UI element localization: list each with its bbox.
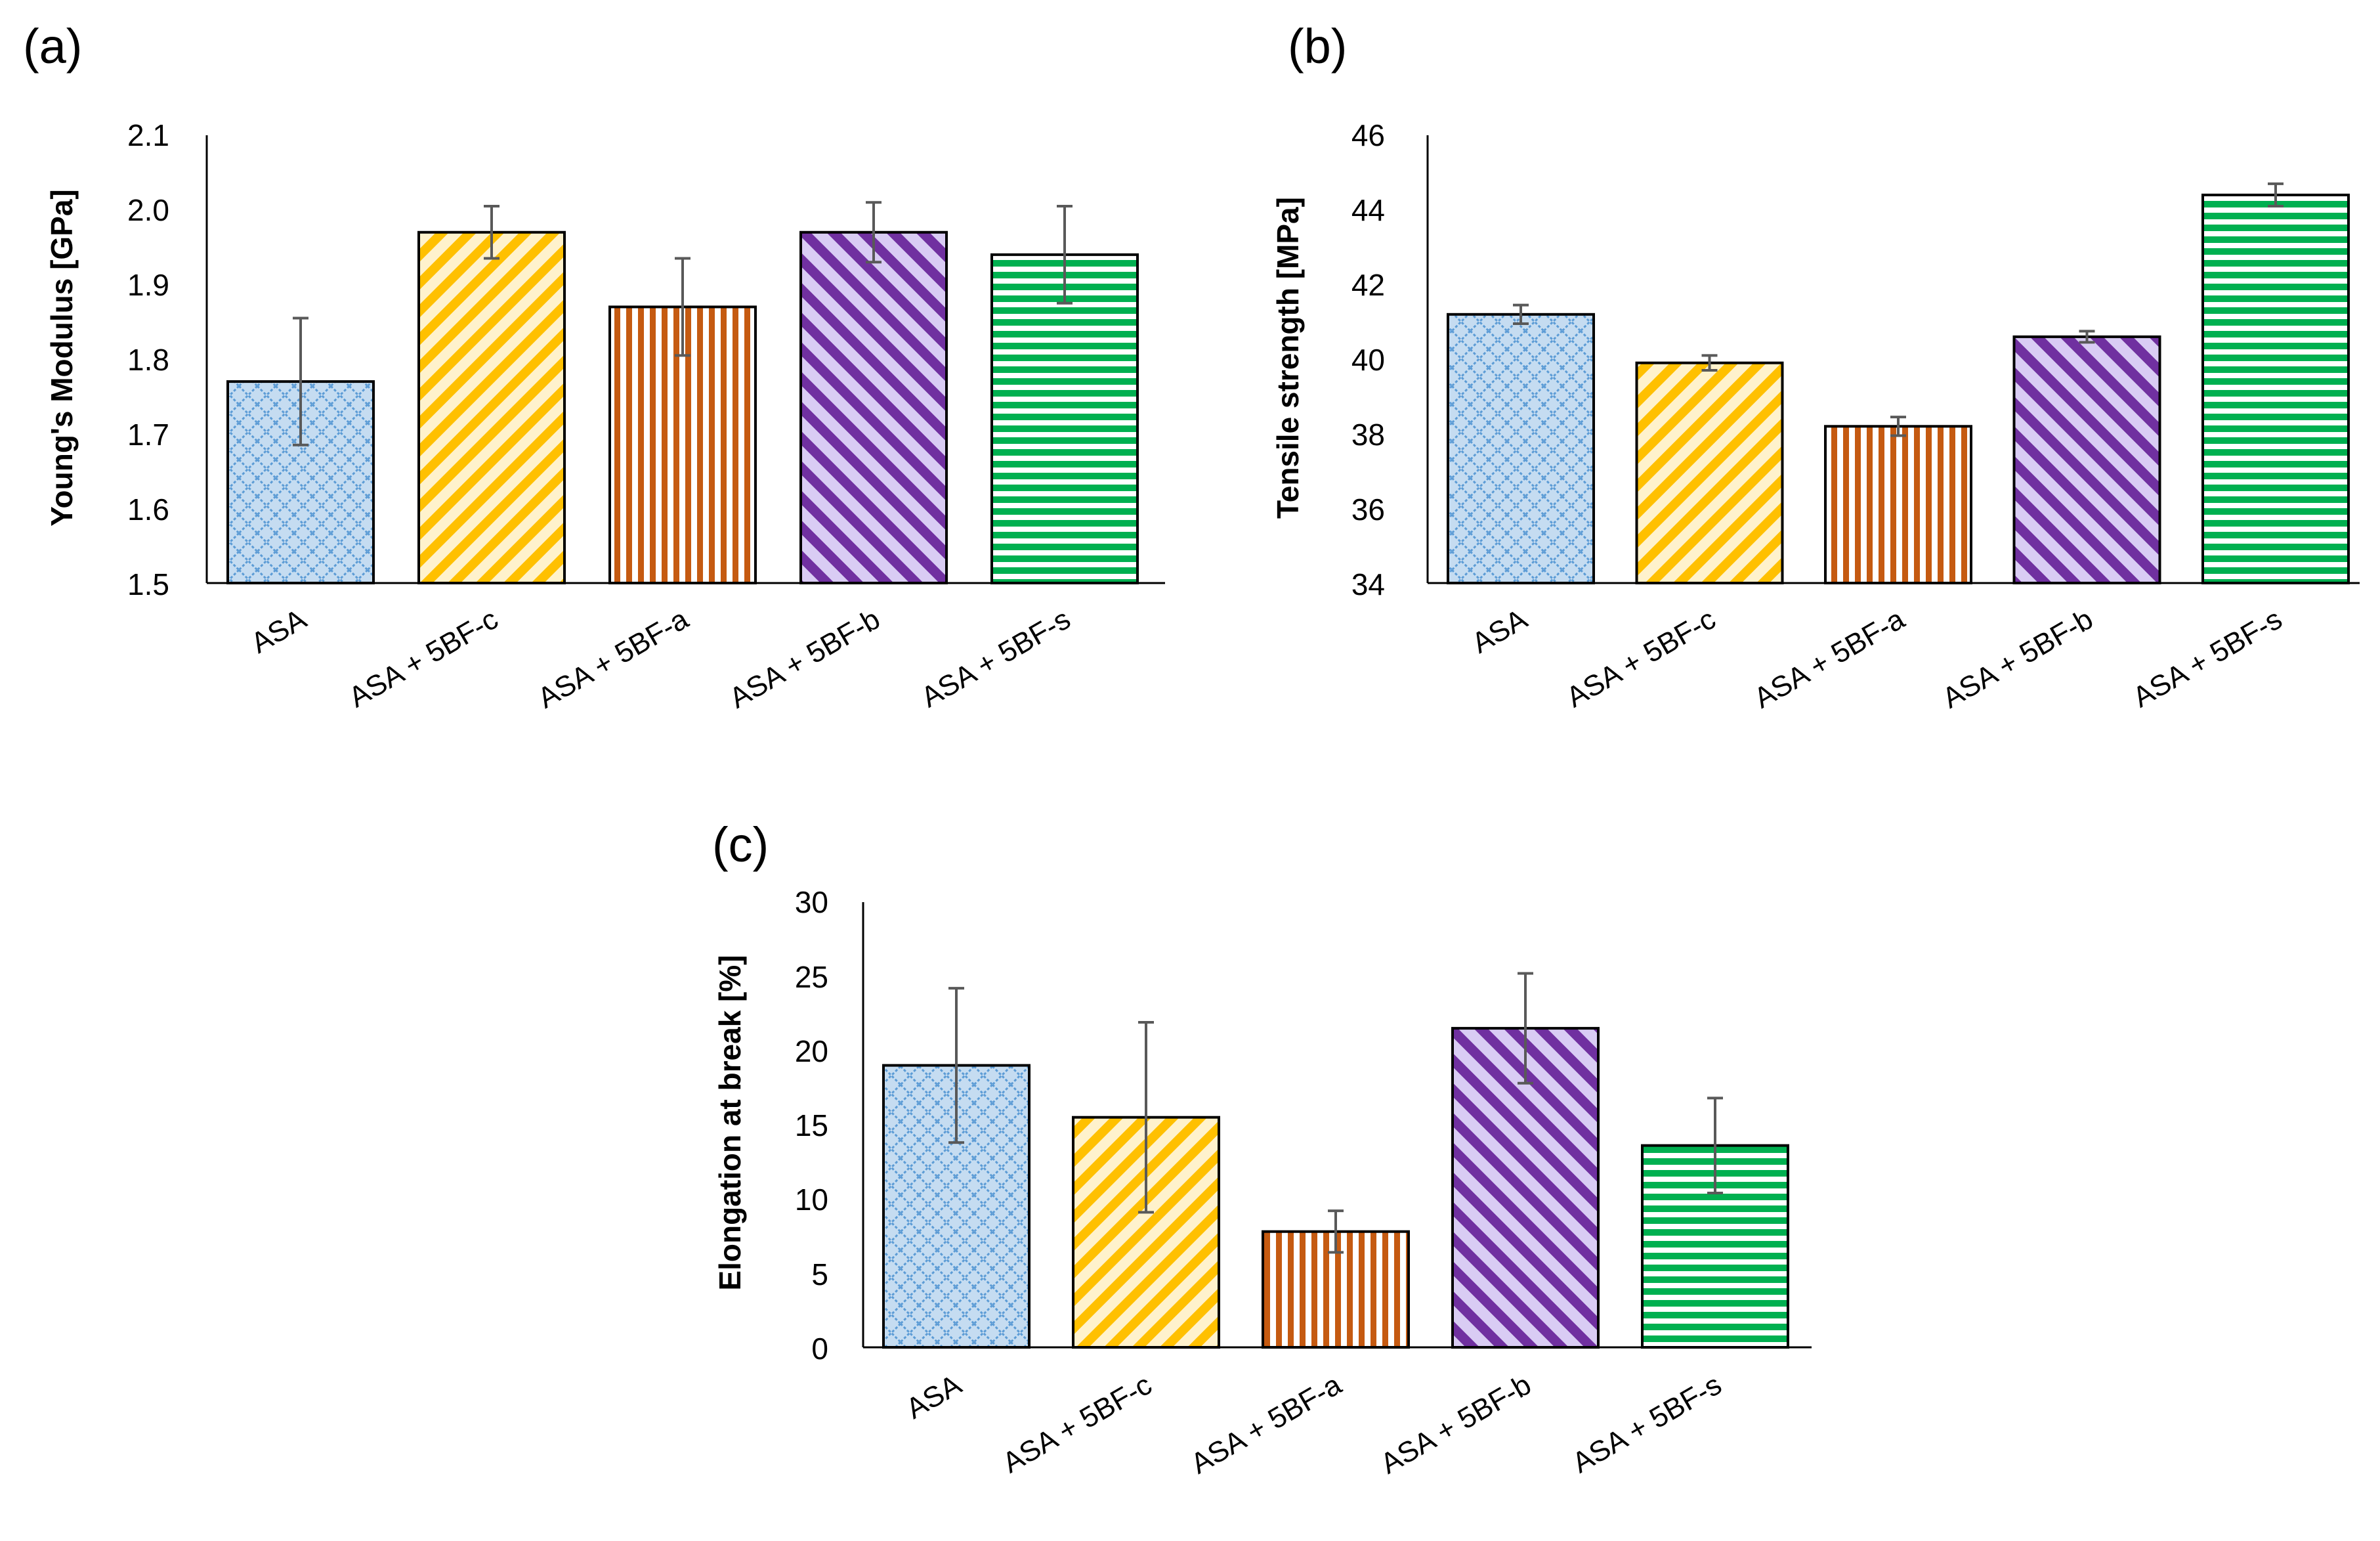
panel-a-bars [226, 201, 1139, 584]
panel-a-xticks: ASA ASA + 5BF-c ASA + 5BF-a ASA + 5BF-b … [245, 603, 1076, 715]
panel-b-ytick: 38 [1351, 418, 1385, 452]
panel-a-xtick: ASA [245, 603, 312, 660]
panel-b-bar-asa [1447, 313, 1595, 584]
panel-a-xtick: ASA + 5BF-b [724, 603, 885, 714]
panel-c-ytick: 0 [811, 1332, 828, 1366]
panel-b-error-bar-asa-5bf-a [1890, 416, 1906, 437]
panel-b-ytick: 34 [1351, 567, 1385, 601]
panel-c-error-bar-asa-5bf-b [1518, 972, 1533, 1085]
panel-b-ytick: 46 [1351, 118, 1385, 152]
panel-c-xtick: ASA + 5BF-a [1185, 1368, 1347, 1480]
panel-a-error-bar-asa-5bf-s [1057, 204, 1073, 305]
panel-a-error-bar-asa-5bf-c [484, 204, 499, 260]
panel-c-ytick: 15 [795, 1108, 828, 1142]
panel-b-bar-asa-5bf-b [2012, 335, 2161, 585]
panel-c-ytick: 5 [811, 1257, 828, 1291]
panel-c-ytick: 25 [795, 960, 828, 994]
panel-a-bar-asa-5bf-b [799, 230, 948, 584]
panel-a-ytick: 1.7 [127, 418, 169, 452]
panel-b-xtick: ASA + 5BF-c [1561, 603, 1721, 714]
panel-b-ylabel: Tensile strength [MPa] [1271, 197, 1305, 519]
panel-a-xtick: ASA + 5BF-s [916, 603, 1076, 714]
panel-a-error-bar-asa-5bf-b [866, 201, 882, 264]
panel-a-ytick: 1.6 [127, 492, 169, 527]
panel-a-label: (a) [23, 19, 82, 74]
panel-c-ytick: 20 [795, 1034, 828, 1068]
panel-a-ytick: 1.9 [127, 268, 169, 302]
panel-a: (a) Young's Modulus [GPa] 1.5 1.6 1.7 1.… [23, 19, 1165, 714]
panel-a-ytick: 2.1 [127, 118, 169, 152]
panel-b-error-bar-asa [1513, 303, 1529, 326]
panel-b-bar-asa-5bf-c [1635, 361, 1784, 585]
panel-c-xtick: ASA [901, 1368, 967, 1425]
panel-b: (b) Tensile strength [MPa] 34 36 38 40 4… [1271, 19, 2360, 714]
panel-b-label: (b) [1288, 19, 1347, 74]
panel-b-xtick: ASA + 5BF-a [1749, 603, 1910, 714]
panel-c-xtick: ASA + 5BF-s [1567, 1368, 1727, 1479]
panel-a-error-bar-asa [293, 316, 308, 446]
panel-a-xtick: ASA + 5BF-a [532, 603, 694, 714]
panel-c-xtick: ASA + 5BF-b [1375, 1368, 1537, 1480]
panel-b-xtick: ASA + 5BF-b [1937, 603, 2098, 714]
panel-c-ylabel: Elongation at break [%] [713, 955, 747, 1290]
panel-c-error-bar-asa-5bf-a [1328, 1209, 1344, 1254]
panel-a-error-bar-asa-5bf-a [675, 257, 691, 357]
panel-b-ytick: 36 [1351, 492, 1385, 527]
panel-b-xticks: ASA ASA + 5BF-c ASA + 5BF-a ASA + 5BF-b … [1466, 603, 2287, 715]
panel-b-error-bar-asa-5bf-s [2268, 182, 2284, 207]
panel-c-xtick: ASA + 5BF-c [997, 1368, 1157, 1479]
panel-b-bar-asa-5bf-s [2201, 193, 2350, 584]
panel-b-bars [1447, 182, 2350, 585]
panel-a-ytick: 2.0 [127, 193, 169, 227]
panel-b-xtick: ASA + 5BF-s [2127, 603, 2287, 714]
panel-b-ytick: 44 [1351, 193, 1385, 227]
panel-a-xtick: ASA + 5BF-c [343, 603, 503, 714]
panel-b-ytick: 42 [1351, 268, 1385, 302]
panel-c-xticks: ASA ASA + 5BF-c ASA + 5BF-a ASA + 5BF-b … [901, 1368, 1727, 1481]
panel-a-yticks: 1.5 1.6 1.7 1.8 1.9 2.0 2.1 [127, 118, 169, 601]
panel-c-ytick: 10 [795, 1183, 828, 1217]
panel-c-error-bar-asa [948, 987, 964, 1144]
panel-c: (c) Elongation at break [%] 0 5 10 15 20… [712, 817, 1812, 1480]
panel-c-yticks: 0 5 10 15 20 25 30 [795, 885, 828, 1366]
panel-b-ytick: 40 [1351, 343, 1385, 377]
panel-a-ylabel: Young's Modulus [GPa] [45, 189, 79, 527]
panel-c-ytick: 30 [795, 885, 828, 919]
panel-a-bar-asa-5bf-c [417, 230, 566, 584]
panel-b-yticks: 34 36 38 40 42 44 46 [1351, 118, 1385, 601]
panel-a-ytick: 1.8 [127, 343, 169, 377]
panel-c-error-bar-asa-5bf-s [1707, 1096, 1723, 1194]
panel-b-error-bar-asa-5bf-c [1701, 354, 1718, 372]
panel-c-error-bar-asa-5bf-c [1138, 1021, 1154, 1214]
panel-c-bars [882, 972, 1789, 1349]
panel-b-bar-asa-5bf-a [1824, 425, 1972, 584]
panel-b-xtick: ASA [1466, 603, 1533, 660]
panel-a-ytick: 1.5 [127, 567, 169, 601]
panel-c-label: (c) [712, 817, 769, 872]
panel-b-error-bar-asa-5bf-b [2079, 330, 2095, 344]
